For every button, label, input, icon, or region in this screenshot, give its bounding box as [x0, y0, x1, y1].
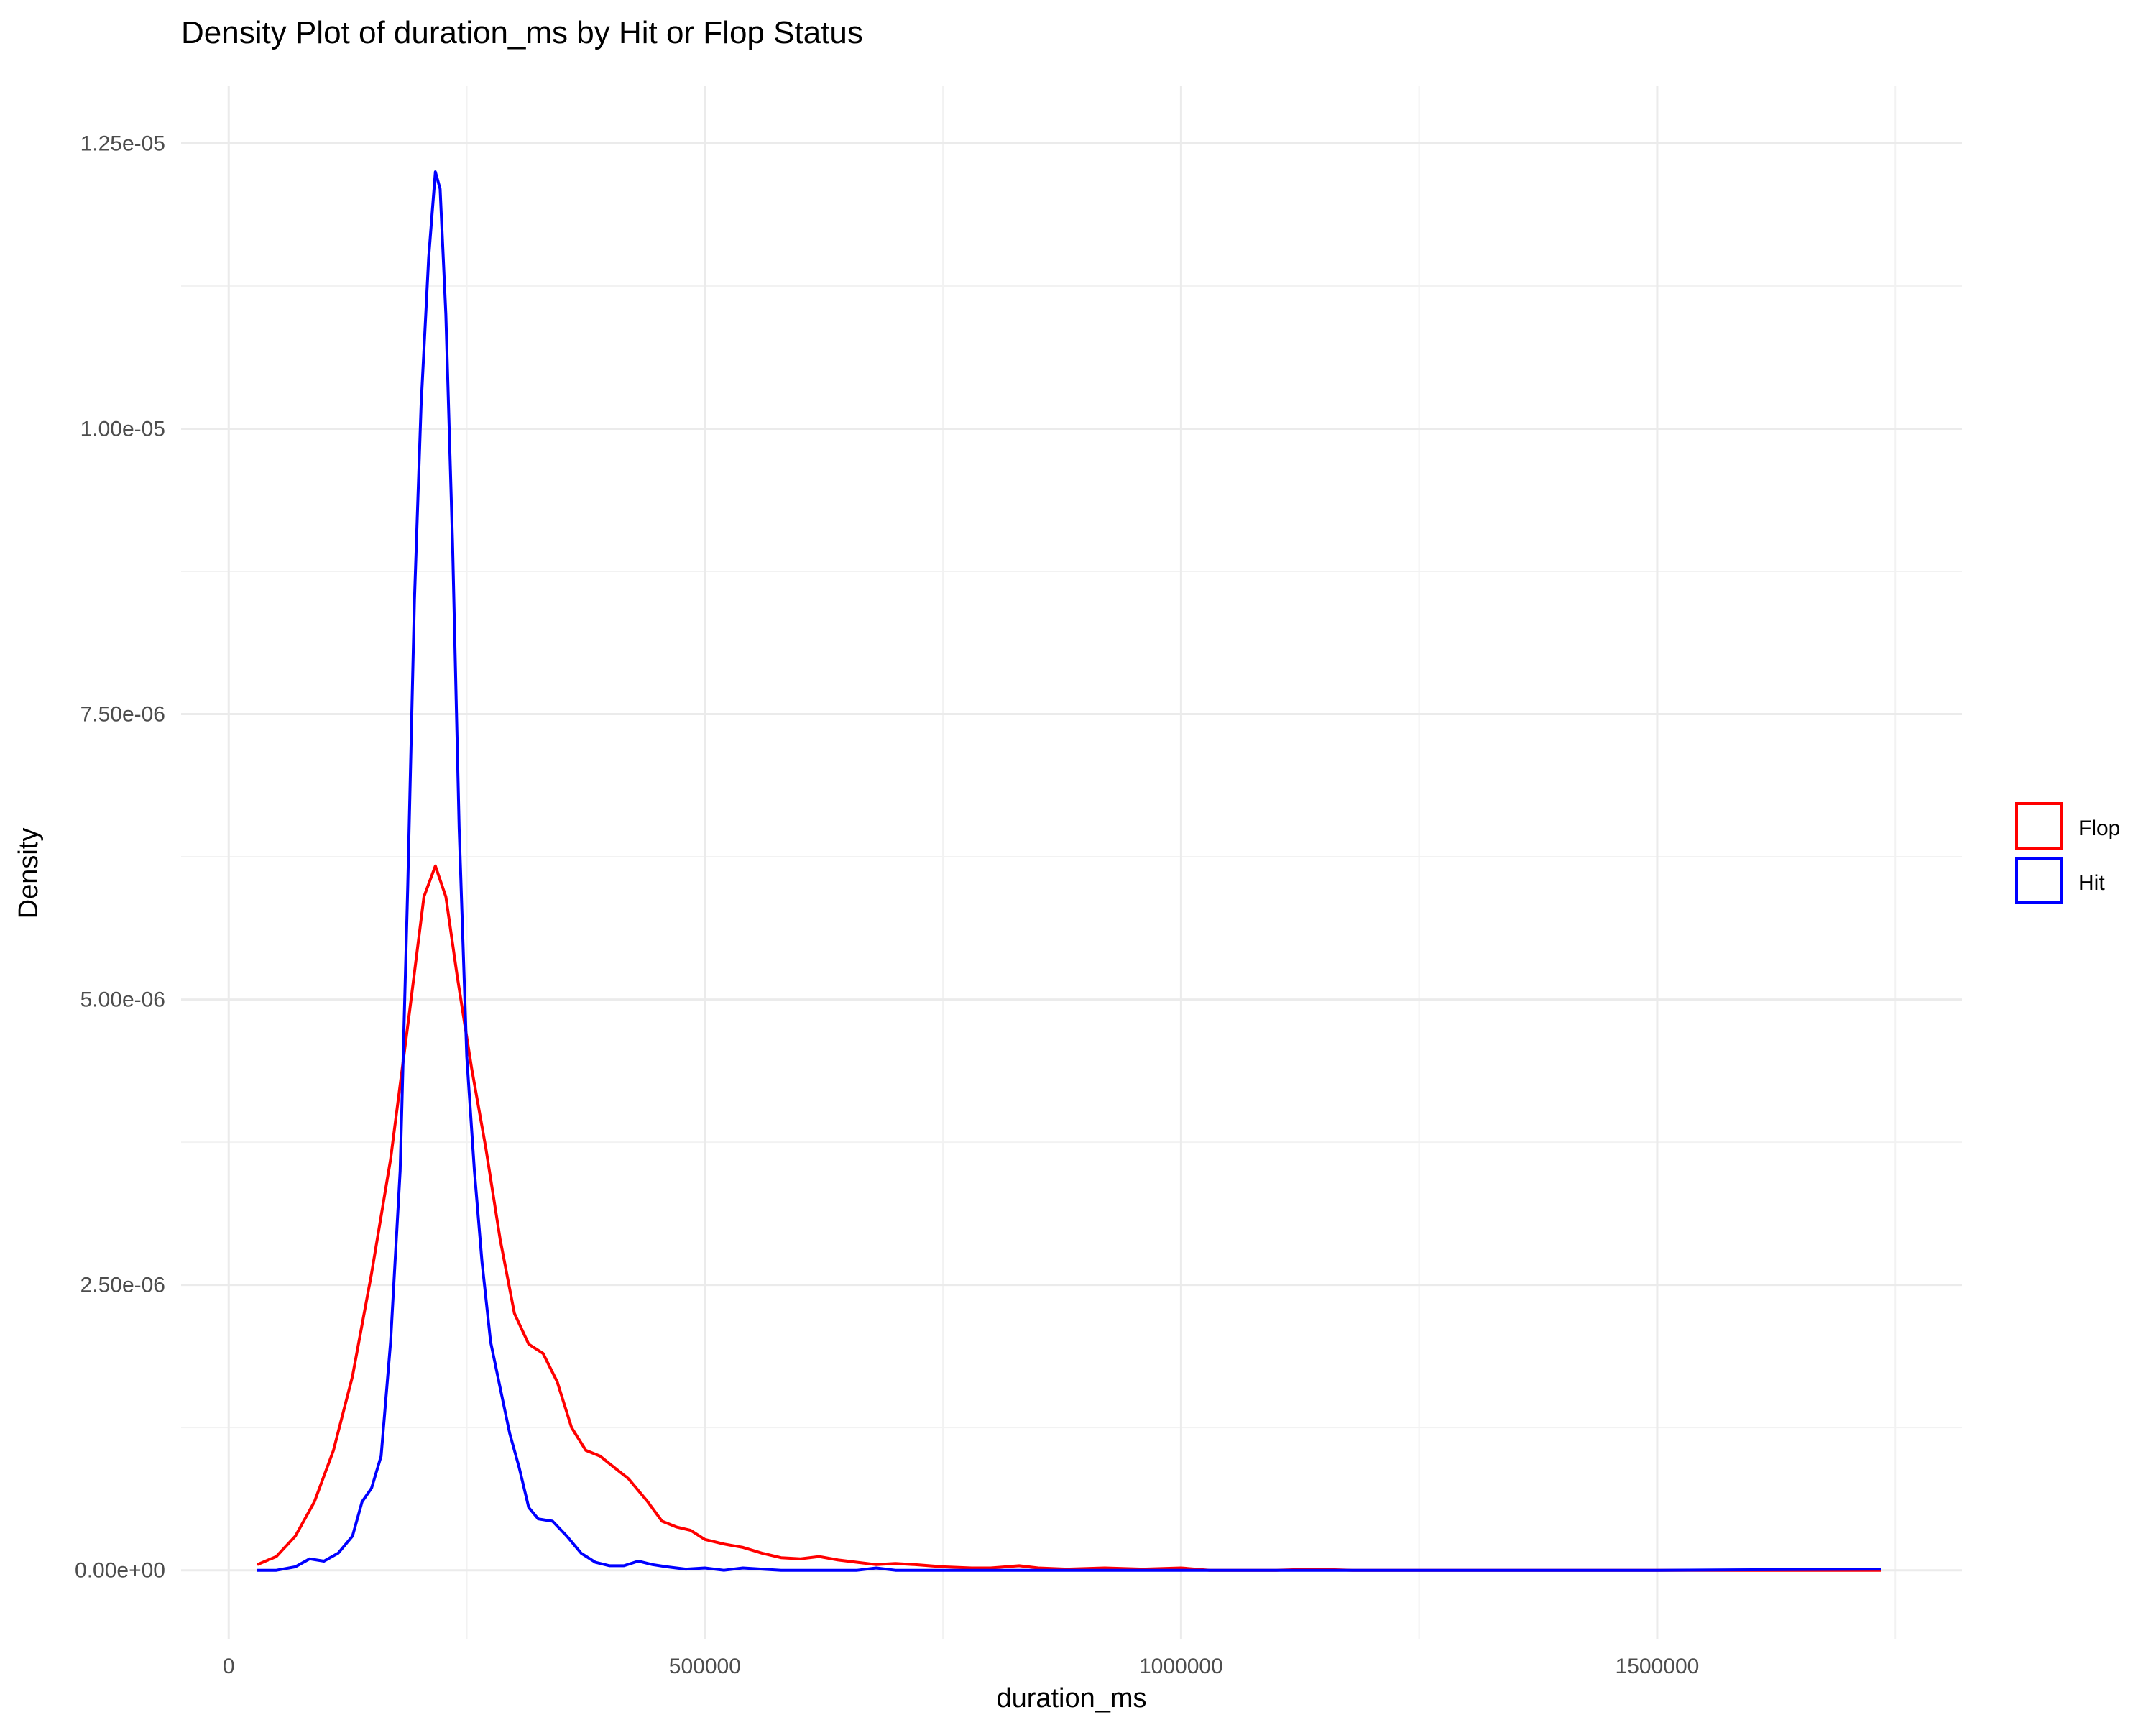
x-tick-label: 1000000 — [1139, 1655, 1223, 1678]
chart-title: Density Plot of duration_ms by Hit or Fl… — [181, 15, 863, 50]
y-tick-label: 1.00e-05 — [80, 417, 165, 441]
y-tick-label: 0.00e+00 — [75, 1559, 165, 1583]
x-tick-label: 1500000 — [1616, 1655, 1700, 1678]
x-tick-label: 0 — [223, 1655, 235, 1678]
legend-label-flop: Flop — [2078, 816, 2120, 840]
y-tick-label: 1.25e-05 — [80, 132, 165, 155]
series-line-flop — [257, 864, 1881, 1572]
y-axis-ticks: 0.00e+00 2.50e-06 5.00e-06 7.50e-06 1.00e-05… — [75, 132, 165, 1582]
x-axis-ticks: 0 500000 1000000 1500000 — [223, 1655, 1699, 1678]
legend: Flop Hit — [2015, 802, 2120, 904]
grid — [181, 86, 1962, 1639]
series-line-hit — [257, 170, 1881, 1572]
series-lines — [257, 170, 1881, 1572]
y-axis-label: Density — [14, 828, 44, 919]
y-tick-label: 2.50e-06 — [80, 1274, 165, 1297]
y-tick-label: 7.50e-06 — [80, 703, 165, 727]
y-tick-label: 5.00e-06 — [80, 988, 165, 1012]
legend-label-hit: Hit — [2078, 871, 2105, 895]
x-axis-label: duration_ms — [996, 1683, 1146, 1714]
x-tick-label: 500000 — [669, 1655, 741, 1678]
legend-key-hit — [2015, 857, 2063, 904]
legend-key-flop — [2015, 802, 2063, 850]
